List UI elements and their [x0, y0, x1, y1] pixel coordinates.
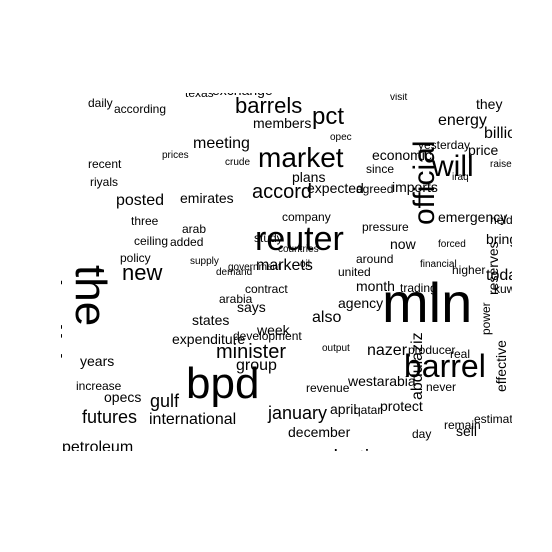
word: plans [292, 169, 326, 185]
word: effective [493, 340, 509, 392]
word: states [192, 312, 230, 328]
word: posted [116, 192, 165, 209]
word: according [114, 102, 167, 116]
word: december [288, 424, 351, 440]
word: forced [438, 239, 466, 250]
word: prices [162, 150, 189, 161]
word: pct [312, 103, 345, 130]
word: meeting [193, 135, 250, 152]
word: april [330, 401, 357, 417]
word: markets [256, 257, 313, 274]
word: reuter [255, 220, 344, 258]
word: development [233, 329, 302, 343]
word: emergency [438, 209, 508, 225]
word: futures [82, 407, 138, 427]
word: qatar [354, 403, 382, 417]
word: added [170, 235, 204, 249]
word: gulf [150, 391, 180, 411]
word: will [432, 150, 474, 183]
word: now [390, 236, 416, 252]
bottom-margin [0, 451, 552, 552]
word: agreed [356, 182, 394, 196]
word: visit [390, 92, 408, 103]
word: since [366, 162, 395, 176]
word: remain [444, 418, 481, 432]
word: raise [490, 159, 512, 170]
word: international [149, 411, 237, 428]
word: arab [182, 222, 207, 236]
word: never [426, 380, 457, 394]
word: ceiling [134, 234, 169, 248]
word: westarabia [348, 373, 416, 389]
word: daily [88, 96, 113, 110]
word: emirates [180, 190, 234, 206]
word: january [268, 403, 328, 423]
word: riyals [90, 175, 119, 189]
word: producer [408, 343, 456, 357]
word: minister [216, 341, 287, 363]
word: united [338, 265, 371, 279]
top-margin [0, 0, 552, 93]
word: they [476, 96, 503, 112]
word: expenditure [172, 331, 246, 347]
word: estimate [474, 412, 520, 426]
word: oil [300, 259, 311, 270]
word: contract [245, 282, 288, 296]
word: sell [456, 423, 478, 439]
word: power [479, 302, 493, 335]
word: crude [225, 157, 251, 168]
word: output [322, 343, 350, 354]
word: new [122, 260, 163, 285]
word: three [131, 214, 159, 228]
word: day [412, 427, 432, 441]
word: month [356, 278, 395, 294]
word: members [253, 115, 312, 131]
word: week [257, 322, 290, 338]
word: yesterday [418, 138, 471, 152]
word: countries [278, 244, 319, 255]
word: the [66, 265, 115, 327]
word: group [236, 357, 277, 374]
word: barrel [404, 348, 486, 384]
word: demand [216, 267, 253, 278]
word: opec [330, 132, 352, 143]
word: pressure [362, 220, 409, 234]
word: real [450, 347, 471, 361]
word: expected [307, 180, 364, 196]
word: policy [120, 251, 151, 265]
word: increase [76, 379, 122, 393]
word: financial [420, 259, 457, 270]
word: also [312, 309, 342, 326]
word: protect [380, 398, 423, 414]
word: price [468, 142, 499, 158]
word: opecs [104, 389, 142, 405]
word: years [80, 353, 115, 369]
word: company [282, 210, 331, 224]
word: accord [252, 181, 313, 203]
word: market [258, 142, 344, 173]
word: held [490, 213, 513, 227]
word: nazer [367, 342, 408, 359]
word: arabia [219, 292, 253, 306]
word: trading [400, 281, 437, 295]
word: recent [88, 157, 122, 171]
word: agency [338, 295, 384, 311]
word: supply [190, 256, 219, 267]
word: imports [392, 179, 438, 195]
right-margin [512, 0, 552, 552]
word: around [356, 252, 394, 266]
word: government [228, 262, 281, 273]
word: study [254, 231, 283, 245]
left-margin [0, 0, 61, 552]
word: iraq [452, 172, 469, 183]
word: revenue [306, 381, 350, 395]
word: bpd [186, 359, 260, 408]
word: higher [452, 263, 486, 277]
word: energy [438, 112, 487, 129]
word: economic [372, 147, 432, 163]
word: mln [382, 271, 473, 334]
word: says [237, 299, 266, 315]
word: barrels [235, 93, 303, 118]
